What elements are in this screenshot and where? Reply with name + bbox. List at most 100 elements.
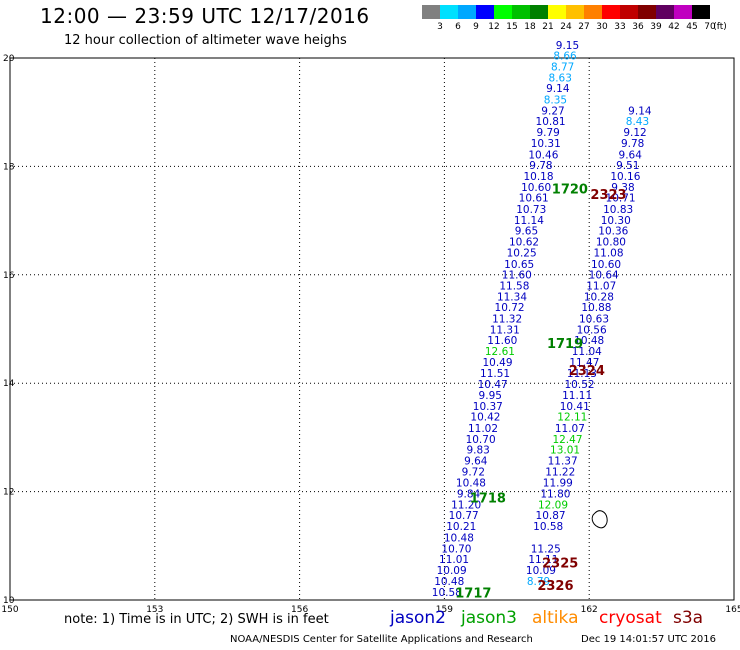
credit-line: NOAA/NESDIS Center for Satellite Applica… xyxy=(230,634,533,645)
pass-id-label: 2326 xyxy=(537,579,573,594)
swh-value: 11.37 xyxy=(548,456,578,468)
lon-tick-label: 162 xyxy=(581,605,598,615)
swh-value: 8.79 xyxy=(527,576,550,588)
swh-value: 9.79 xyxy=(536,127,559,139)
swh-value: 11.07 xyxy=(555,423,585,435)
colorbar-swatch xyxy=(620,5,638,19)
swh-value: 9.78 xyxy=(621,138,644,150)
lat-tick-label: 14 xyxy=(3,379,15,389)
swh-value: 10.87 xyxy=(536,510,566,522)
swh-value: 11.25 xyxy=(531,543,561,555)
swh-value: 8.43 xyxy=(626,116,649,128)
swh-value: 11.58 xyxy=(499,280,529,292)
swh-value: 9.65 xyxy=(515,226,538,238)
colorbar-swatch xyxy=(476,5,494,19)
swh-value: 11.04 xyxy=(572,346,602,358)
swh-value: 13.01 xyxy=(550,445,580,457)
swh-value: 10.72 xyxy=(495,302,525,314)
swh-value: 10.58 xyxy=(432,587,462,599)
swh-value: 11.80 xyxy=(540,489,570,501)
swh-value: 10.56 xyxy=(577,324,607,336)
swh-value: 10.48 xyxy=(434,576,464,588)
satellite-legend-jason2: jason2 xyxy=(390,608,446,628)
swh-value: 8.77 xyxy=(551,61,574,73)
swh-value: 11.14 xyxy=(514,215,544,227)
swh-value: 10.46 xyxy=(528,149,558,161)
colorbar-label: 45 xyxy=(686,22,698,32)
swh-value: 8.66 xyxy=(553,51,577,63)
swh-value: 11.11 xyxy=(528,554,558,566)
lat-tick-label: 12 xyxy=(3,488,14,498)
swh-value: 10.70 xyxy=(466,434,496,446)
swh-value: 10.49 xyxy=(482,357,512,369)
swh-value: 10.21 xyxy=(446,521,476,533)
colorbar-swatch xyxy=(530,5,548,19)
colorbar-label: 3 xyxy=(437,22,443,32)
swh-value: 11.11 xyxy=(562,390,592,402)
map-frame xyxy=(9,57,735,601)
colorbar-label: 27 xyxy=(578,22,590,32)
swh-value: 9.27 xyxy=(541,105,564,117)
colorbar-label: 6 xyxy=(455,22,461,32)
swh-value: 8.63 xyxy=(549,72,572,84)
colorbar-label: 21 xyxy=(542,22,554,32)
colorbar-label: 42 xyxy=(668,22,680,32)
pass-id-label: 2325 xyxy=(542,556,578,571)
swh-value: 10.47 xyxy=(478,379,508,391)
colorbar-label: 33 xyxy=(614,22,626,32)
swh-value: 9.64 xyxy=(619,149,643,161)
colorbar-swatch xyxy=(440,5,458,19)
swh-value: 10.16 xyxy=(610,171,640,183)
swh-value: 9.64 xyxy=(464,456,488,468)
colorbar-unit: (ft) xyxy=(713,22,727,32)
satellite-legend-altika: altika xyxy=(532,608,579,628)
satellite-legend-s3a: s3a xyxy=(673,608,704,628)
colorbar-swatch xyxy=(638,5,656,19)
swh-value: 11.02 xyxy=(468,423,498,435)
satellite-legend-cryosat: cryosat xyxy=(599,608,662,628)
swh-value: 9.38 xyxy=(611,182,634,194)
swh-value: 11.60 xyxy=(502,270,532,282)
swh-value: 10.60 xyxy=(591,259,621,271)
pass-id-label: 1717 xyxy=(455,586,491,601)
lon-tick-label: 159 xyxy=(436,605,453,615)
lat-tick-label: 20 xyxy=(3,54,15,64)
swh-value: 9.15 xyxy=(556,40,579,52)
colorbar-label: 30 xyxy=(596,22,608,32)
swh-value: 10.71 xyxy=(606,193,636,205)
swh-value: 10.77 xyxy=(449,510,479,522)
swh-value: 11.60 xyxy=(487,335,517,347)
colorbar-swatch xyxy=(548,5,566,19)
swh-value: 11.01 xyxy=(439,554,469,566)
swh-value: 11.31 xyxy=(490,324,520,336)
footer-note: note: 1) Time is in UTC; 2) SWH is in fe… xyxy=(64,612,329,627)
swh-value: 10.09 xyxy=(437,565,467,577)
colorbar-swatch xyxy=(602,5,620,19)
swh-value: 10.48 xyxy=(444,532,474,544)
swh-value: 10.48 xyxy=(456,478,486,490)
colorbar-label: 36 xyxy=(632,22,644,32)
swh-value: 10.37 xyxy=(473,401,503,413)
swh-value: 10.83 xyxy=(603,204,633,216)
colorbar-label: 9 xyxy=(473,22,479,32)
swh-value: 10.30 xyxy=(601,215,631,227)
colorbar-swatch xyxy=(566,5,584,19)
colorbar-swatch xyxy=(512,5,530,19)
swh-value: 11.51 xyxy=(480,368,510,380)
swh-value: 11.08 xyxy=(593,247,623,259)
swh-value: 11.07 xyxy=(586,280,616,292)
swh-value: 10.09 xyxy=(526,565,556,577)
swh-value: 10.65 xyxy=(504,259,534,271)
swh-value: 10.42 xyxy=(470,412,500,424)
swh-value: 10.62 xyxy=(509,237,539,249)
satellite-legend-jason3: jason3 xyxy=(461,608,517,628)
swh-value: 11.47 xyxy=(569,357,599,369)
island-outline xyxy=(591,510,608,529)
swh-value: 10.88 xyxy=(581,302,611,314)
swh-value: 9.72 xyxy=(462,466,485,478)
swh-value: 12.09 xyxy=(538,499,568,511)
map-title: 12:00 — 23:59 UTC 12/17/2016 xyxy=(40,4,370,28)
colorbar-label: 18 xyxy=(524,22,536,32)
swh-value: 11.22 xyxy=(545,466,575,478)
pass-id-label: 2324 xyxy=(569,364,605,379)
